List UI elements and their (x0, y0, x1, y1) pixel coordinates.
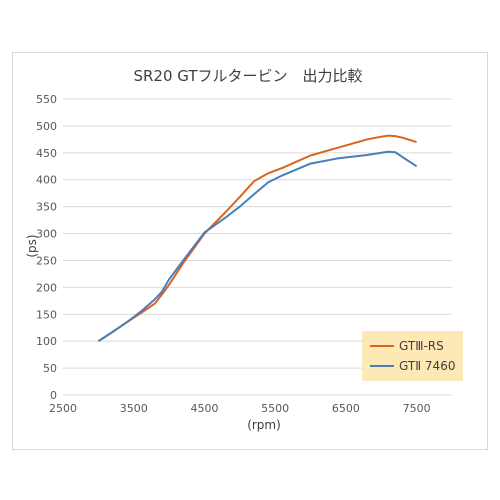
y-tick-label: 450 (36, 147, 57, 160)
x-tick-label: 2500 (49, 402, 77, 415)
y-tick-label: 50 (43, 362, 57, 375)
legend: GTⅢ-RS GTⅡ 7460 (362, 331, 463, 381)
y-tick-label: 250 (36, 254, 57, 267)
y-tick-label: 400 (36, 174, 57, 187)
x-tick-label: 4500 (190, 402, 218, 415)
series-lines (97, 134, 418, 343)
y-axis-label: (ps) (25, 234, 39, 257)
legend-label-gt3rs: GTⅢ-RS (399, 339, 444, 353)
y-tick-label: 100 (36, 335, 57, 348)
y-axis-ticks: 0 50 100 150 200 250 300 350 400 450 500 550 (36, 93, 57, 402)
line-chart: SR20 GTフルタービン 出力比較 0 50 100 150 200 250 300 350… (25, 67, 463, 432)
y-tick-label: 150 (36, 308, 57, 321)
x-tick-label: 6500 (332, 402, 360, 415)
x-tick-label: 7500 (403, 402, 431, 415)
series-line-1 (97, 150, 418, 343)
x-axis-ticks: 2500 3500 4500 5500 6500 7500 (49, 402, 431, 415)
series-line-0 (97, 134, 417, 343)
y-tick-label: 300 (36, 228, 57, 241)
x-tick-label: 5500 (261, 402, 289, 415)
y-tick-label: 550 (36, 93, 57, 106)
legend-box (362, 331, 463, 381)
y-tick-label: 500 (36, 120, 57, 133)
y-tick-label: 200 (36, 281, 57, 294)
legend-label-gt2-7460: GTⅡ 7460 (399, 359, 455, 373)
x-tick-label: 3500 (120, 402, 148, 415)
x-axis-label: (rpm) (247, 418, 281, 432)
chart-frame: SR20 GTフルタービン 出力比較 0 50 100 150 200 250 300 350… (12, 52, 488, 450)
y-tick-label: 350 (36, 201, 57, 214)
y-tick-label: 0 (50, 389, 57, 402)
chart-title: SR20 GTフルタービン 出力比較 (133, 67, 362, 85)
